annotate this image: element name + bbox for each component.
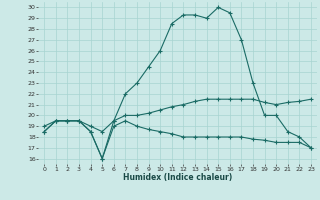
X-axis label: Humidex (Indice chaleur): Humidex (Indice chaleur) xyxy=(123,173,232,182)
